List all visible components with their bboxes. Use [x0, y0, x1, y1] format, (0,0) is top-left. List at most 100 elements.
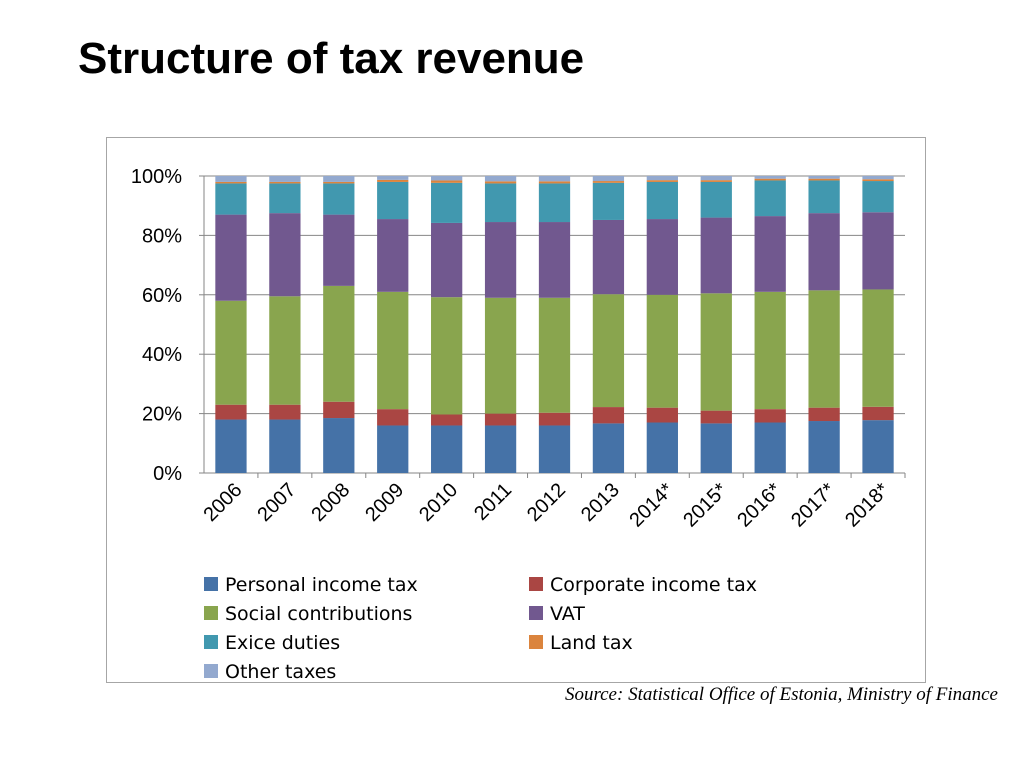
bar-segment [377, 176, 409, 180]
x-tick-label: 2008 [307, 479, 354, 526]
x-tick-label: 2009 [361, 479, 408, 526]
x-tick-label: 2017* [787, 479, 840, 532]
bar-segment [538, 181, 571, 184]
bar-segment [538, 412, 571, 426]
bar-segment [808, 213, 840, 291]
legend-label: Corporate income tax [550, 574, 757, 596]
bar-segment [808, 421, 840, 473]
bar-segment [700, 217, 732, 294]
bar-segment [646, 294, 678, 408]
bar-segment [808, 290, 840, 408]
bar-segment [592, 423, 625, 473]
x-tick-label: 2018* [841, 479, 894, 532]
source-note: Source: Statistical Office of Estonia, M… [564, 684, 998, 705]
bar-segment [700, 180, 732, 182]
legend-label: Exice duties [225, 632, 340, 654]
legend-label: Personal income tax [225, 574, 418, 596]
x-tick-label: 2007 [253, 479, 300, 526]
bar-segment [646, 422, 678, 473]
bar-segment [754, 176, 786, 179]
bar-segment [700, 181, 732, 218]
bar-segment [484, 413, 517, 426]
bar-segment [215, 300, 247, 405]
y-tick-label: 20% [142, 404, 182, 426]
bar-segment [323, 181, 355, 184]
y-tick-label: 100% [131, 166, 182, 188]
bar-segment [323, 418, 355, 473]
bar-segment [215, 214, 247, 301]
bar-segment [269, 176, 301, 182]
bar-segment [377, 291, 409, 410]
legend-label: Land tax [550, 632, 633, 654]
bar-segment [431, 180, 463, 183]
bar-segment [431, 222, 463, 298]
legend-label: Other taxes [225, 661, 336, 682]
bar-segment [323, 285, 355, 402]
bar-segment [646, 176, 678, 181]
bar-segment [215, 419, 247, 473]
bar-segment [323, 401, 355, 419]
bar-segment [323, 214, 355, 286]
bar-segment [431, 414, 463, 426]
bar-segment [215, 183, 247, 215]
bar-segment [538, 222, 571, 298]
bar-segment [377, 409, 409, 426]
bar-segment [754, 291, 786, 410]
y-tick-label: 60% [142, 285, 182, 307]
bar-segment [754, 422, 786, 473]
bar-segment [592, 176, 625, 182]
bar-segment [592, 407, 625, 424]
legend-swatch [529, 606, 543, 620]
x-tick-label: 2012 [523, 479, 570, 526]
bar-segment [323, 176, 355, 182]
x-tick-label: 2013 [577, 479, 624, 526]
legend-label: VAT [550, 603, 585, 625]
slide-title: Structure of tax revenue [78, 34, 585, 83]
bar-segment [484, 176, 517, 182]
bar-segment [808, 180, 840, 214]
bar-segment [269, 181, 301, 184]
bar-segment [377, 425, 409, 473]
legend-swatch [204, 635, 218, 649]
bar-segment [538, 297, 571, 413]
bar-segment [431, 176, 463, 181]
bar-segment [754, 180, 786, 217]
bar-segment [700, 423, 732, 473]
bar-segment [377, 181, 409, 220]
legend-swatch [204, 577, 218, 591]
bar-segment [484, 425, 517, 473]
chart-frame: 0% 20% 40% 60% 80% 100% 2006 2007 2008 2009 2010 20… [106, 137, 926, 683]
x-tick-label: 2015* [679, 479, 732, 532]
bar-segment [592, 219, 625, 295]
bar-segment [754, 178, 786, 181]
bar-segment [754, 409, 786, 423]
bar-segment [862, 179, 894, 182]
bar-segment [538, 425, 571, 473]
bar-segment [862, 176, 894, 180]
bar-segment [377, 219, 409, 292]
legend-swatch [204, 664, 218, 678]
bar-segment [592, 294, 625, 408]
legend-swatch [529, 577, 543, 591]
x-tick-label: 2011 [470, 479, 516, 525]
bar-segment [484, 181, 517, 184]
bar-segment [431, 297, 463, 415]
x-tick-label: 2014* [625, 479, 678, 532]
bar-segment [269, 183, 301, 214]
bar-segment [646, 180, 678, 182]
bar-segment [323, 183, 355, 215]
legend-label: Social contributions [225, 603, 412, 625]
bar-segment [431, 425, 463, 473]
y-tick-label: 80% [142, 225, 182, 247]
bar-segment [484, 222, 517, 298]
x-tick-label: 2006 [199, 479, 246, 526]
bar-segment [269, 213, 301, 297]
bar-segment [538, 176, 571, 182]
bar-segment [754, 216, 786, 292]
y-tick-label: 0% [153, 463, 182, 485]
bar-segment [215, 404, 247, 420]
bar-segment [808, 407, 840, 422]
bar-segment [538, 183, 571, 223]
x-tick-label: 2016* [733, 479, 786, 532]
